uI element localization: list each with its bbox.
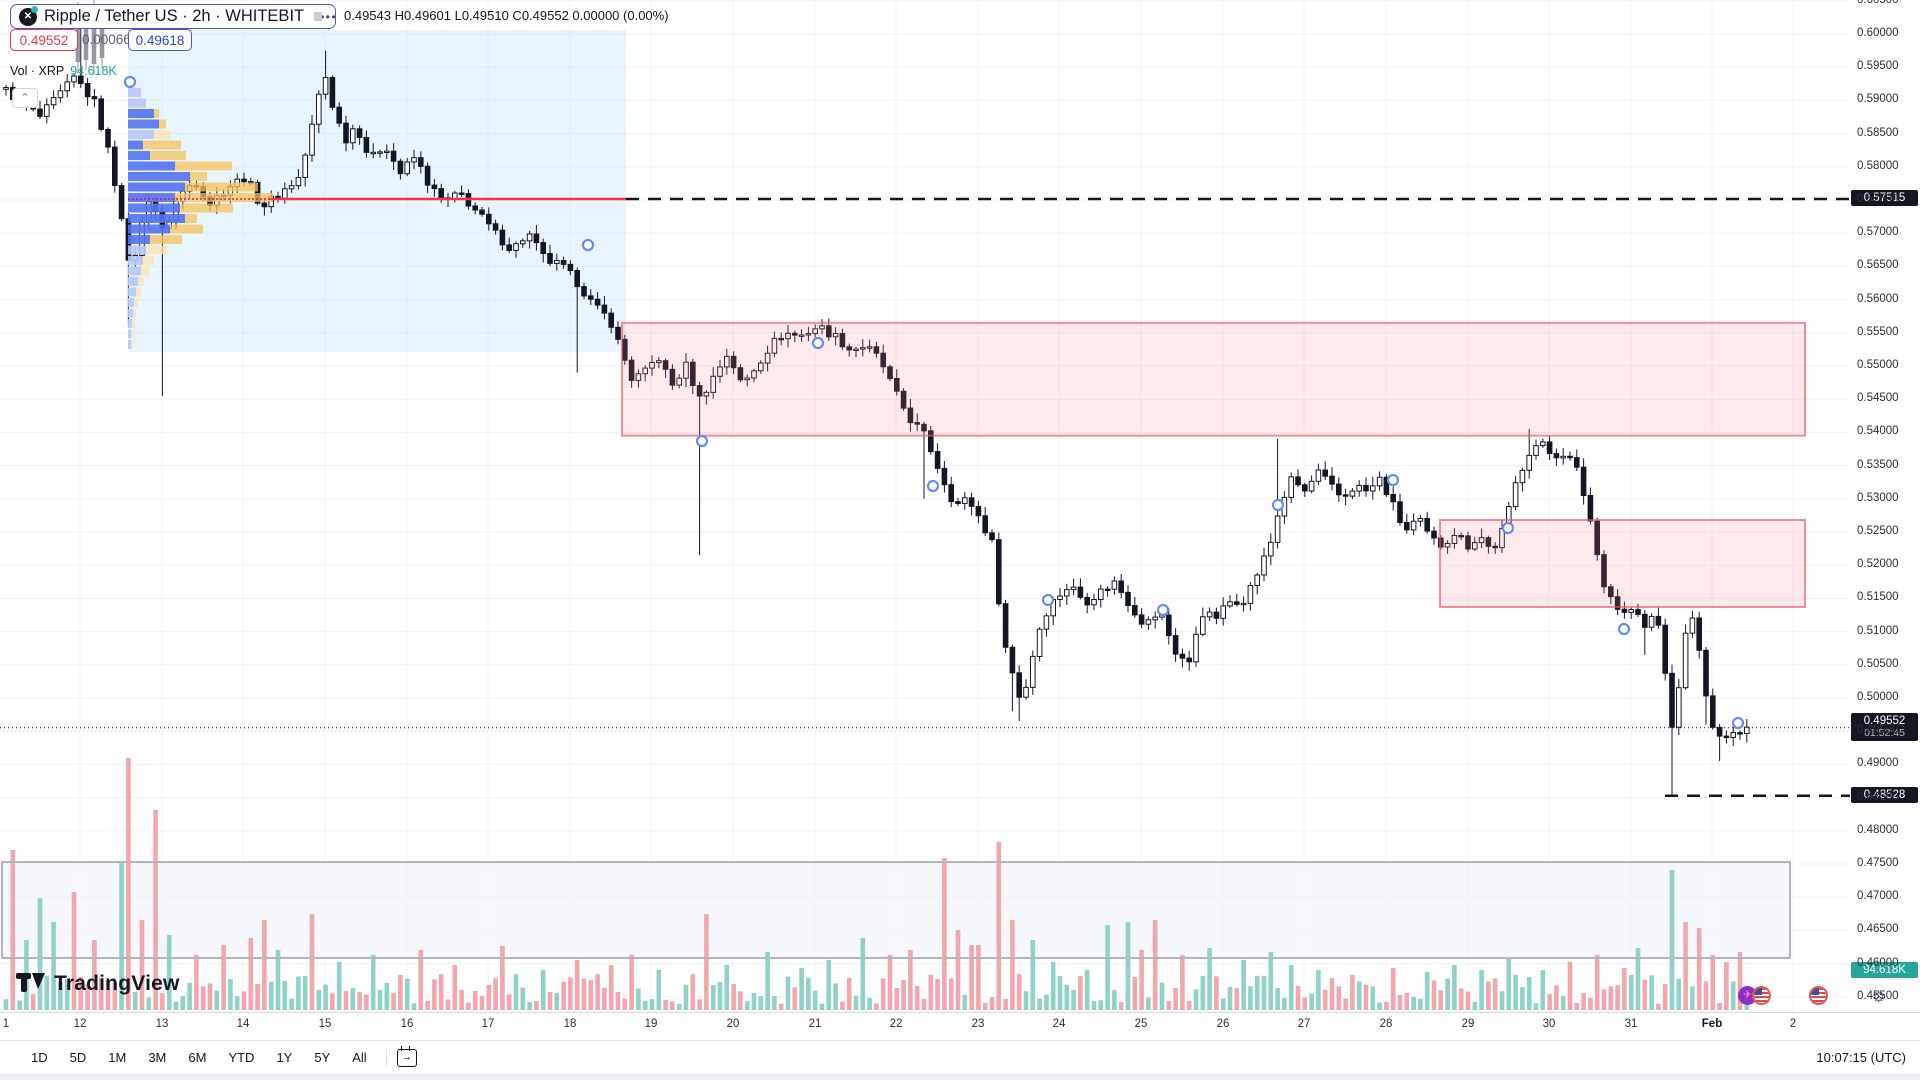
date-tick: 18: [563, 1018, 577, 1030]
price-tick: 0.60000: [1857, 27, 1899, 39]
price-tick: 0.54000: [1857, 425, 1899, 438]
date-tick: 29: [1461, 1018, 1475, 1030]
volume-legend: Vol · XRP 94.618K: [10, 64, 117, 78]
more-options-icon[interactable]: •••: [320, 9, 338, 24]
level-price-badge: 0.57515: [1851, 190, 1918, 206]
price-tick: 0.53500: [1857, 458, 1899, 471]
line-price-chip[interactable]: 0.49552: [10, 29, 78, 51]
price-tick: 0.58000: [1857, 159, 1899, 172]
date-tick: 26: [1216, 1018, 1230, 1030]
date-tick: 28: [1379, 1018, 1393, 1030]
volume-badge: 94.618K: [1851, 962, 1918, 978]
price-tick: 0.46500: [1857, 923, 1899, 936]
date-tick: 17: [481, 1018, 495, 1030]
xrp-logo-icon: ✕: [19, 5, 38, 26]
range-3M[interactable]: 3M: [148, 1050, 167, 1065]
date-tick: 15: [318, 1018, 332, 1030]
volume-legend-value: 94.618K: [70, 64, 117, 78]
date-tick: 2: [1789, 1018, 1797, 1030]
last-price-badge: 0.49552 01:52:45: [1851, 713, 1918, 741]
price-tick: 0.52500: [1857, 525, 1899, 537]
date-tick: 27: [1297, 1018, 1311, 1030]
date-tick: Feb: [1701, 1018, 1723, 1030]
price-tick: 0.59500: [1857, 60, 1899, 73]
price-tick: 0.60500: [1857, 0, 1899, 6]
bar-countdown: 01:52:45: [1864, 727, 1905, 739]
time-axis[interactable]: 1 12 13 14 15 16 17 18 19 20 21 22 23 24 25 26 27 28 29 30 3…: [0, 1012, 1920, 1040]
price-tick: 0.50000: [1857, 691, 1899, 703]
collapse-arrow-icon[interactable]: ⌃: [12, 88, 38, 108]
date-tick: 20: [726, 1018, 740, 1030]
chart-canvas[interactable]: ✕ Ripple / Tether US · 2h · WHITEBIT •••…: [0, 0, 1850, 1012]
price-tick: 0.47500: [1857, 857, 1899, 869]
clock-utc[interactable]: 10:07:15 (UTC): [1816, 1050, 1906, 1065]
date-tick: 31: [1624, 1018, 1638, 1030]
price-tick: 0.55500: [1857, 325, 1899, 338]
price-tick: 0.45500: [1857, 989, 1899, 1002]
range-6M[interactable]: 6M: [188, 1050, 207, 1065]
range-1D[interactable]: 1D: [31, 1050, 48, 1065]
tradingview-logo[interactable]: TradingView: [16, 972, 180, 996]
toolbar-divider: [385, 1048, 387, 1067]
price-tick: 0.54500: [1857, 392, 1899, 405]
date-range-switcher: 1D 5D 1M 3M 6M YTD 1Y 5Y All: [22, 1047, 376, 1068]
price-tick: 0.59000: [1857, 93, 1899, 106]
range-1Y[interactable]: 1Y: [276, 1050, 293, 1065]
price-tick: 0.58500: [1857, 126, 1899, 139]
date-tick: 1: [2, 1018, 10, 1030]
price-tick: 0.51500: [1857, 591, 1899, 604]
bottom-toolbar: 1D 5D 1M 3M 6M YTD 1Y 5Y All → 10:07:15 (UTC): [0, 1040, 1920, 1074]
price-tick: 0.50500: [1857, 657, 1899, 670]
date-tick: 30: [1542, 1018, 1556, 1030]
bottom-strip: [0, 1074, 1920, 1080]
range-5Y[interactable]: 5Y: [314, 1050, 331, 1065]
range-5D[interactable]: 5D: [69, 1050, 87, 1065]
candlestick-chart[interactable]: [0, 0, 1850, 1012]
anchor-price-chip[interactable]: 0.49618: [128, 29, 192, 51]
price-tick: 0.49000: [1857, 757, 1899, 770]
price-axis[interactable]: 0.57515 0.49552 01:52:45 0.48528 94.618K…: [1850, 0, 1920, 1012]
date-tick: 22: [889, 1018, 903, 1030]
date-tick: 16: [400, 1018, 414, 1030]
price-tick: 0.48000: [1857, 823, 1899, 836]
price-tick: 0.49500: [1857, 724, 1899, 737]
settings-gear-icon[interactable]: ⚙: [1872, 989, 1886, 1006]
date-tick: 12: [73, 1018, 87, 1030]
date-tick: 23: [971, 1018, 985, 1030]
range-All[interactable]: All: [352, 1050, 367, 1065]
date-tick: 25: [1134, 1018, 1148, 1030]
price-tick: 0.47000: [1857, 890, 1899, 903]
low-line-badge: 0.48528: [1851, 787, 1918, 803]
date-tick: 21: [808, 1018, 822, 1030]
range-1M[interactable]: 1M: [108, 1050, 127, 1065]
tradingview-logo-text: TradingView: [54, 972, 180, 995]
calendar-go-to-date-icon[interactable]: →: [396, 1045, 417, 1067]
volume-legend-label: Vol · XRP: [10, 64, 65, 78]
us-flag-event-icon[interactable]: [1752, 986, 1771, 1005]
price-tick: 0.53000: [1857, 491, 1899, 504]
price-tick: 0.51000: [1857, 624, 1899, 637]
price-tick: 0.57500: [1857, 193, 1899, 205]
price-tick: 0.46000: [1857, 956, 1899, 969]
symbol-dialog[interactable]: ✕ Ripple / Tether US · 2h · WHITEBIT •••: [10, 4, 336, 29]
date-tick: 14: [236, 1018, 250, 1030]
range-YTD[interactable]: YTD: [228, 1050, 255, 1065]
price-delta-label: 0.00066: [82, 32, 131, 47]
date-tick: 24: [1052, 1018, 1066, 1030]
date-tick: 13: [155, 1018, 169, 1030]
price-tick: 0.56500: [1857, 259, 1899, 272]
price-tick: 0.52000: [1857, 558, 1899, 571]
symbol-title: Ripple / Tether US · 2h · WHITEBIT: [44, 7, 305, 25]
price-tick: 0.56000: [1857, 292, 1899, 305]
date-tick: 19: [644, 1018, 658, 1030]
ohlc-readout: 0.49543 H0.49601 L0.49510 C0.49552 0.000…: [344, 8, 669, 23]
price-tick: 0.55000: [1857, 359, 1899, 371]
price-tick: 0.48500: [1857, 790, 1899, 803]
tradingview-logo-icon: [16, 973, 45, 992]
us-flag-event-icon[interactable]: [1809, 986, 1828, 1005]
price-tick: 0.57000: [1857, 226, 1899, 239]
